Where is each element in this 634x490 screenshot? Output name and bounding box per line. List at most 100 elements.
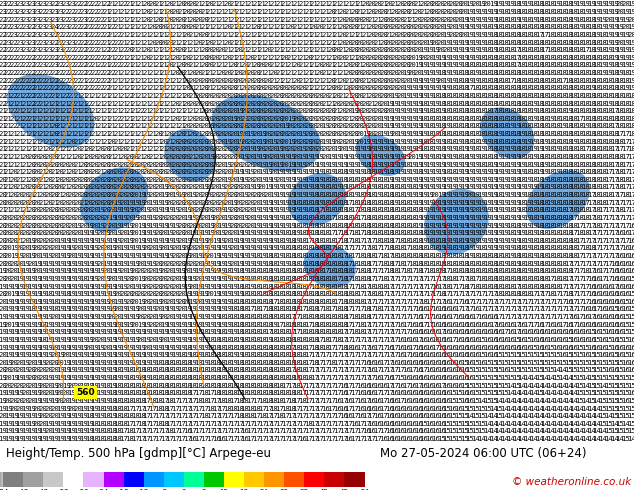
Text: 20: 20 xyxy=(188,169,197,175)
Text: 18: 18 xyxy=(575,215,584,221)
Text: 19: 19 xyxy=(495,169,503,175)
Text: 18: 18 xyxy=(316,299,324,305)
Text: 18: 18 xyxy=(489,269,497,274)
Text: 20: 20 xyxy=(39,230,48,236)
Text: 19: 19 xyxy=(489,9,497,15)
Text: 18: 18 xyxy=(275,299,284,305)
Text: 15: 15 xyxy=(564,360,573,366)
Text: 18: 18 xyxy=(269,398,278,404)
Text: 17: 17 xyxy=(131,428,139,435)
Text: 21: 21 xyxy=(108,85,117,91)
Text: 22: 22 xyxy=(15,55,24,61)
Bar xyxy=(124,472,144,487)
Text: 18: 18 xyxy=(373,222,382,228)
Text: 21: 21 xyxy=(368,17,376,23)
Text: 21: 21 xyxy=(4,162,13,168)
Text: 19: 19 xyxy=(15,284,24,290)
Text: 19: 19 xyxy=(22,337,30,343)
Text: 23: 23 xyxy=(39,40,48,46)
Text: 18: 18 xyxy=(489,62,497,69)
Text: 21: 21 xyxy=(310,32,318,38)
Text: 18: 18 xyxy=(431,253,439,259)
Text: 16: 16 xyxy=(425,337,434,343)
Text: 16: 16 xyxy=(396,406,405,412)
Text: 20: 20 xyxy=(143,1,151,7)
Text: 20: 20 xyxy=(292,131,301,137)
Text: 20: 20 xyxy=(61,398,70,404)
Text: 18: 18 xyxy=(327,177,336,183)
Text: 17: 17 xyxy=(344,421,353,427)
Text: 20: 20 xyxy=(229,147,238,152)
Text: 20: 20 xyxy=(223,238,232,244)
Text: 15: 15 xyxy=(627,413,634,419)
Text: 19: 19 xyxy=(148,360,157,366)
Text: 18: 18 xyxy=(460,245,469,251)
Text: 17: 17 xyxy=(298,421,307,427)
Text: 21: 21 xyxy=(235,1,243,7)
Text: 21: 21 xyxy=(275,55,284,61)
Text: 20: 20 xyxy=(356,139,365,145)
Text: 19: 19 xyxy=(379,154,388,160)
Text: 19: 19 xyxy=(61,360,70,366)
Text: 20: 20 xyxy=(616,1,624,7)
Text: 18: 18 xyxy=(512,93,521,99)
Text: 14: 14 xyxy=(558,375,567,381)
Text: 19: 19 xyxy=(339,154,347,160)
Text: 19: 19 xyxy=(477,139,486,145)
Text: 21: 21 xyxy=(160,123,169,129)
Text: 18: 18 xyxy=(495,32,503,38)
Text: 18: 18 xyxy=(534,9,543,15)
Text: 16: 16 xyxy=(443,352,451,358)
Text: 18: 18 xyxy=(483,100,491,106)
Text: 20: 20 xyxy=(67,207,76,213)
Text: 21: 21 xyxy=(102,17,111,23)
Text: 19: 19 xyxy=(598,24,607,30)
Text: 17: 17 xyxy=(592,306,601,313)
Text: 20: 20 xyxy=(61,352,70,358)
Text: 17: 17 xyxy=(569,269,578,274)
Text: 19: 19 xyxy=(598,9,607,15)
Text: 21: 21 xyxy=(281,40,290,46)
Text: 21: 21 xyxy=(148,62,157,69)
Text: 18: 18 xyxy=(287,352,295,358)
Text: 18: 18 xyxy=(269,306,278,313)
Text: 23: 23 xyxy=(15,1,24,7)
Text: 15: 15 xyxy=(610,428,619,435)
Text: 18: 18 xyxy=(240,375,249,381)
Text: 21: 21 xyxy=(229,1,238,7)
Text: 19: 19 xyxy=(517,1,526,7)
Text: 19: 19 xyxy=(235,131,243,137)
Text: 21: 21 xyxy=(292,17,301,23)
Text: 16: 16 xyxy=(627,352,634,358)
Text: 18: 18 xyxy=(125,375,134,381)
Text: 15: 15 xyxy=(604,406,612,412)
Text: 21: 21 xyxy=(125,24,134,30)
Text: 16: 16 xyxy=(541,344,549,350)
Text: 21: 21 xyxy=(339,85,347,91)
Text: 19: 19 xyxy=(108,306,117,313)
Text: 16: 16 xyxy=(564,344,573,350)
Text: 18: 18 xyxy=(408,207,417,213)
Text: 19: 19 xyxy=(298,184,307,191)
Text: 19: 19 xyxy=(292,177,301,183)
Text: 21: 21 xyxy=(188,93,197,99)
Text: 19: 19 xyxy=(15,299,24,305)
Text: 22: 22 xyxy=(96,78,105,84)
Text: 16: 16 xyxy=(344,413,353,419)
Text: 22: 22 xyxy=(33,93,42,99)
Text: 17: 17 xyxy=(321,368,330,373)
Text: 17: 17 xyxy=(269,428,278,435)
Text: 19: 19 xyxy=(15,253,24,259)
Text: 18: 18 xyxy=(379,261,388,267)
Text: 18: 18 xyxy=(431,238,439,244)
Text: 19: 19 xyxy=(56,291,65,297)
Text: 20: 20 xyxy=(368,116,376,122)
Text: 17: 17 xyxy=(217,421,226,427)
Text: 17: 17 xyxy=(552,306,561,313)
Text: 18: 18 xyxy=(604,131,612,137)
Text: 19: 19 xyxy=(79,321,87,328)
Text: 18: 18 xyxy=(534,261,543,267)
Text: 21: 21 xyxy=(264,32,273,38)
Text: 16: 16 xyxy=(391,421,399,427)
Text: 19: 19 xyxy=(471,199,480,206)
